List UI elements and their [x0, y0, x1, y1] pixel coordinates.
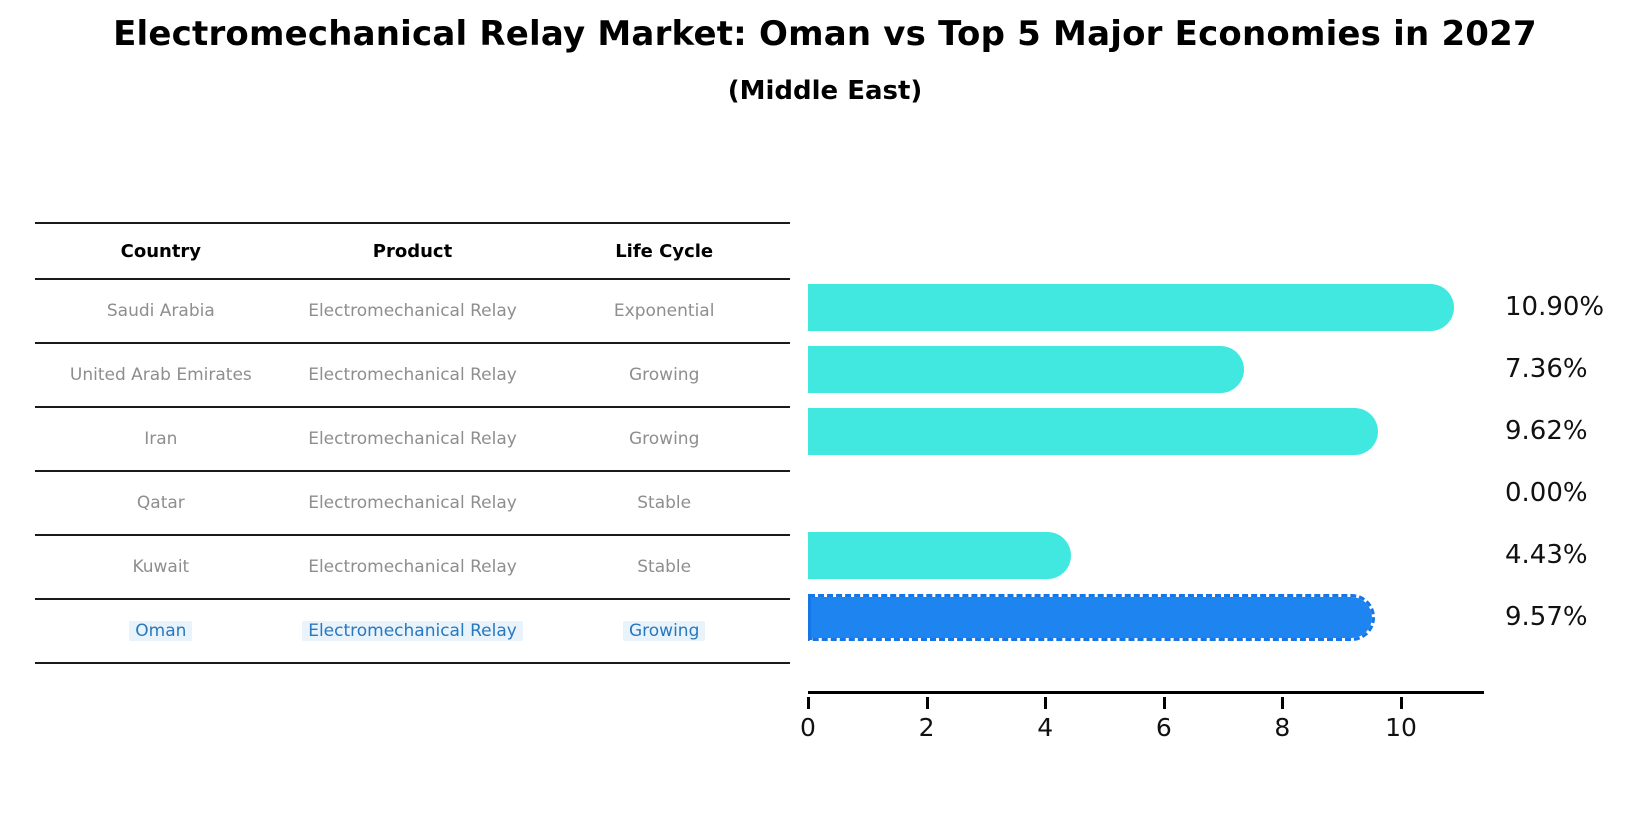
table-cell-product: Electromechanical Relay [287, 301, 539, 321]
bar-row [808, 524, 1484, 586]
table-cell-text: Stable [637, 493, 692, 513]
table-cell-country: Iran [35, 429, 287, 449]
x-tick-label: 10 [1385, 713, 1417, 742]
bar-chart-plot-area: 0 2 4 6 8 10 [800, 276, 1484, 742]
table-cell-text: Electromechanical Relay [308, 493, 517, 513]
table-cell-text: Growing [628, 365, 700, 385]
table-row: Kuwait Electromechanical Relay Stable [35, 536, 790, 600]
table-cell-text: Electromechanical Relay [308, 365, 517, 385]
table-cell-country: Oman [35, 621, 287, 641]
table-header-product: Product [372, 240, 453, 262]
table-body: Saudi Arabia Electromechanical Relay Expon… [35, 280, 790, 664]
x-tick-label: 0 [800, 713, 816, 742]
table-row: Oman Electromechanical Relay Growing [35, 600, 790, 664]
table-cell-product: Electromechanical Relay [287, 429, 539, 449]
bar-value-label: 0.00% [1505, 478, 1588, 508]
table-cell-text: United Arab Emirates [69, 365, 252, 385]
table-cell-text: Qatar [136, 493, 185, 513]
x-tick-mark [1399, 697, 1403, 709]
bar-value-label: 9.62% [1505, 416, 1588, 446]
table-cell-product: Electromechanical Relay [287, 365, 539, 385]
country-table: Country Product Life Cycle Saudi Arabia E… [35, 222, 790, 664]
bar-kuwait [808, 531, 1071, 579]
table-cell-text: Kuwait [132, 557, 190, 577]
table-header-country: Country [120, 240, 202, 262]
x-tick-label: 2 [918, 713, 935, 742]
table-row: Iran Electromechanical Relay Growing [35, 408, 790, 472]
bar-row [808, 462, 1484, 524]
x-tick-label: 6 [1155, 713, 1172, 742]
chart-title: Electromechanical Relay Market: Oman vs … [113, 14, 1537, 54]
bar-value-label: 9.57% [1505, 602, 1588, 632]
table-cell-text: Saudi Arabia [106, 301, 215, 321]
bar-row [808, 586, 1484, 648]
bar-value-label: 10.90% [1505, 292, 1605, 322]
table-cell-text: Iran [144, 429, 178, 449]
table-cell-life_cycle: Growing [538, 429, 790, 449]
bar-united-arab-emirates [808, 345, 1245, 393]
x-tick-mark [1044, 697, 1048, 709]
table-header-lifecycle: Life Cycle [615, 240, 714, 262]
x-tick-label: 4 [1037, 713, 1054, 742]
x-tick-mark [807, 697, 810, 709]
x-tick-mark [1162, 697, 1166, 709]
table-cell-life_cycle: Growing [538, 621, 790, 641]
table-cell-text: Stable [637, 557, 692, 577]
table-cell-text: Electromechanical Relay [308, 429, 517, 449]
table-cell-text: Oman [129, 621, 193, 641]
table-cell-life_cycle: Stable [538, 493, 790, 513]
table-cell-product: Electromechanical Relay [287, 557, 539, 577]
bar-series [808, 276, 1484, 648]
table-cell-text: Electromechanical Relay [308, 557, 517, 577]
table-header-row: Country Product Life Cycle [35, 222, 790, 280]
table-cell-life_cycle: Growing [538, 365, 790, 385]
x-tick-label: 8 [1274, 713, 1291, 742]
table-row: Qatar Electromechanical Relay Stable [35, 472, 790, 536]
table-cell-text: Growing [628, 429, 700, 449]
bar-row [808, 400, 1484, 462]
table-cell-product: Electromechanical Relay [287, 621, 539, 641]
x-axis-line [808, 691, 1484, 694]
table-row: United Arab Emirates Electromechanical Re… [35, 344, 790, 408]
table-row: Saudi Arabia Electromechanical Relay Expon… [35, 280, 790, 344]
bar-value-label: 7.36% [1505, 354, 1588, 384]
bar-row [808, 276, 1484, 338]
bar-value-label: 4.43% [1505, 540, 1588, 570]
table-cell-text: Exponential [613, 301, 715, 321]
table-cell-country: Kuwait [35, 557, 287, 577]
bar-row [808, 338, 1484, 400]
bar-saudi-arabia [808, 283, 1455, 331]
x-tick-mark [925, 697, 929, 709]
chart-subtitle: (Middle East) [727, 76, 923, 106]
value-label-column: 10.90% 7.36% 9.62% 0.00% 4.43% 9.57% [1505, 276, 1645, 648]
x-tick-mark [1281, 697, 1285, 709]
table-cell-text: Electromechanical Relay [302, 621, 523, 641]
table-cell-life_cycle: Stable [538, 557, 790, 577]
table-cell-country: United Arab Emirates [35, 365, 287, 385]
bar-iran [808, 407, 1379, 455]
table-cell-text: Growing [622, 621, 706, 641]
table-cell-life_cycle: Exponential [538, 301, 790, 321]
table-cell-country: Qatar [35, 493, 287, 513]
bar-highlight-oman [808, 593, 1376, 641]
table-cell-text: Electromechanical Relay [308, 301, 517, 321]
table-cell-product: Electromechanical Relay [287, 493, 539, 513]
table-cell-country: Saudi Arabia [35, 301, 287, 321]
